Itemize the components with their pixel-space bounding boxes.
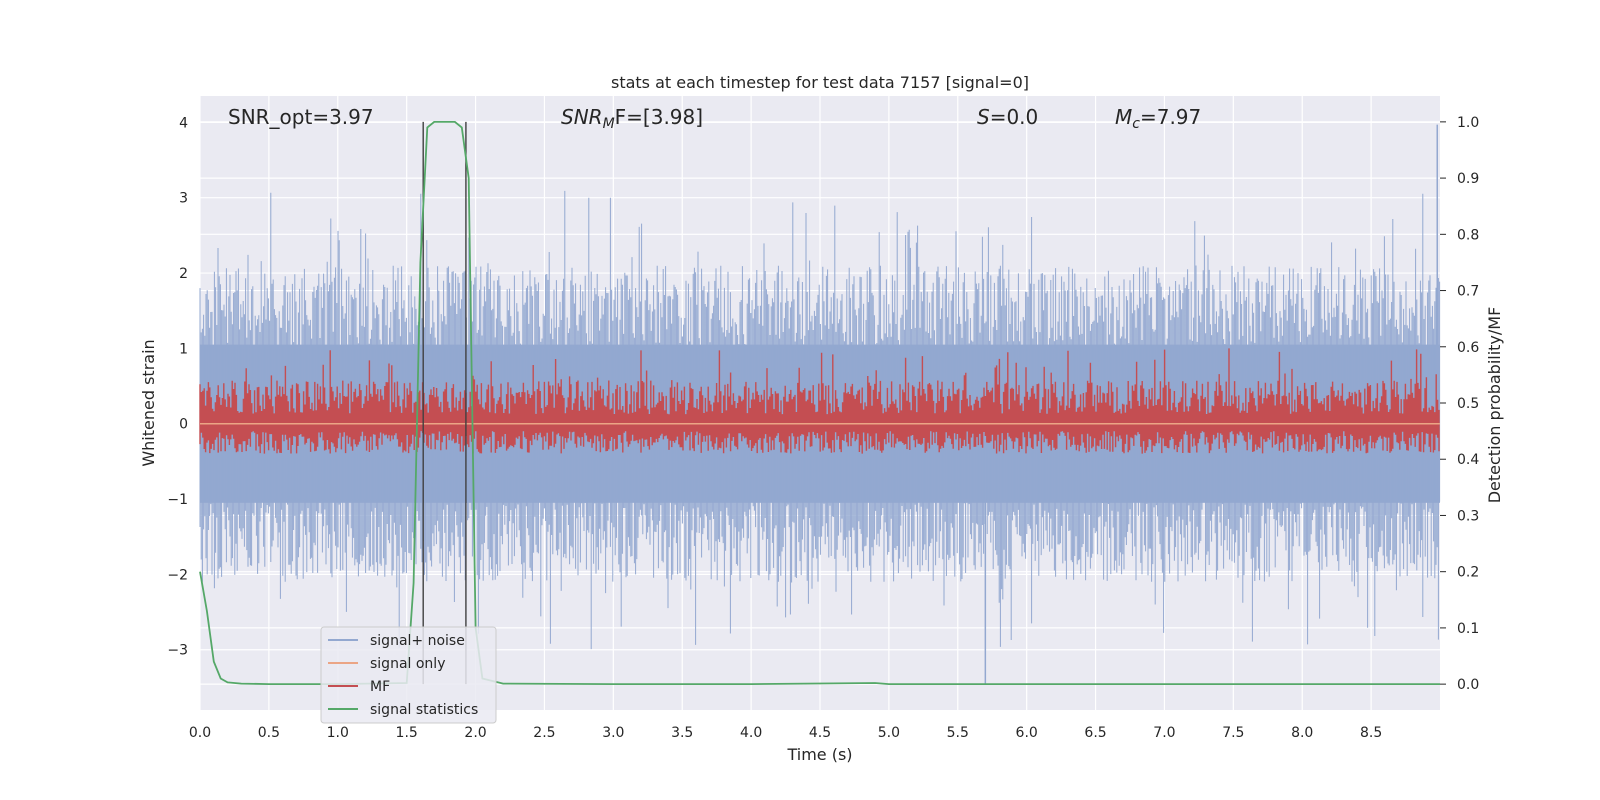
x-tick-label: 5.0 [878, 725, 900, 741]
legend-label-signal-only: signal only [370, 656, 445, 672]
x-tick-label: 7.0 [1153, 725, 1175, 741]
y2-tick-label: 0.5 [1457, 396, 1479, 412]
annotation-s-symbol: S [977, 105, 990, 129]
x-tick-labels: 0.0 0.5 1.0 1.5 2.0 2.5 3.0 3.5 4.0 4.5 5.0 5.5 6.0 6… [189, 725, 1382, 741]
x-tick-label: 0.0 [189, 725, 211, 741]
y2-tick-label: 0.1 [1457, 621, 1479, 637]
x-tick-label: 8.0 [1291, 725, 1313, 741]
y2-axis-title: Detection probability/MF [1485, 307, 1504, 504]
x-tick-label: 7.5 [1222, 725, 1244, 741]
x-tick-label: 2.5 [533, 725, 555, 741]
y2-tick-label: 0.7 [1457, 284, 1479, 300]
x-tick-label: 5.5 [947, 725, 969, 741]
x-tick-label: 6.0 [1016, 725, 1038, 741]
y2-tick-label: 0.0 [1457, 677, 1479, 693]
x-tick-label: 6.5 [1084, 725, 1106, 741]
y-tick-label: 4 [179, 115, 188, 131]
y2-tick-label: 0.2 [1457, 565, 1479, 581]
annotation-mc-value: =7.97 [1140, 105, 1201, 129]
y-tick-label: 3 [179, 191, 188, 207]
x-tick-label: 0.5 [258, 725, 280, 741]
legend-label-signal-noise: signal+ noise [370, 633, 465, 649]
x-tick-label: 1.5 [396, 725, 418, 741]
annotation-snr-opt: SNR_opt=3.97 [228, 105, 374, 129]
y2-tick-labels: 1.0 0.9 0.8 0.7 0.6 0.5 0.4 0.3 0.2 0.1 0.0 [1440, 115, 1479, 693]
y-tick-label: 1 [179, 341, 188, 357]
y-tick-label: −3 [167, 643, 188, 659]
x-tick-label: 2.0 [464, 725, 486, 741]
y-tick-label: −1 [167, 492, 188, 508]
legend-label-mf: MF [370, 679, 390, 695]
x-tick-label: 1.0 [327, 725, 349, 741]
legend: signal+ noise signal only MF signal stat… [320, 626, 497, 724]
y2-tick-label: 0.9 [1457, 171, 1479, 187]
signal-statistics-line [199, 121, 1440, 685]
y2-tick-label: 0.3 [1457, 508, 1479, 524]
y-tick-label: 0 [179, 417, 188, 433]
annotation-s: S=0.0 [977, 105, 1038, 129]
annotation-snr-mf-value: F=[3.98] [615, 105, 703, 129]
x-tick-label: 8.5 [1360, 725, 1382, 741]
legend-box [320, 626, 497, 724]
annotation-s-value: =0.0 [990, 105, 1039, 129]
y2-tick-label: 0.6 [1457, 340, 1479, 356]
y-tick-label: 2 [179, 266, 188, 282]
annotation-mc-sub: c [1132, 116, 1140, 132]
annotation-snr-mf-sub: M [603, 116, 615, 132]
chart-title: stats at each timestep for test data 715… [611, 73, 1029, 92]
y-tick-labels: 4 3 2 1 0 −1 −2 −3 [167, 115, 188, 658]
x-tick-label: 3.5 [671, 725, 693, 741]
annotation-snr-mf: SNRMF=[3.98] [561, 105, 703, 132]
x-tick-label: 4.0 [740, 725, 762, 741]
y-tick-label: −2 [167, 567, 188, 583]
y-axis-title: Whitened strain [139, 339, 158, 466]
y2-tick-label: 1.0 [1457, 115, 1479, 131]
signal-statistics-series [199, 121, 1440, 685]
annotation-snr-mf-main: SNR [561, 105, 603, 129]
legend-label-signal-statistics: signal statistics [370, 702, 478, 718]
x-axis-title: Time (s) [786, 745, 852, 764]
x-tick-label: 3.0 [602, 725, 624, 741]
annotation-mc-symbol: M [1115, 105, 1132, 129]
x-tick-label: 4.5 [809, 725, 831, 741]
y2-tick-label: 0.4 [1457, 452, 1479, 468]
annotation-mc: Mc=7.97 [1115, 105, 1201, 132]
y2-tick-label: 0.8 [1457, 227, 1479, 243]
